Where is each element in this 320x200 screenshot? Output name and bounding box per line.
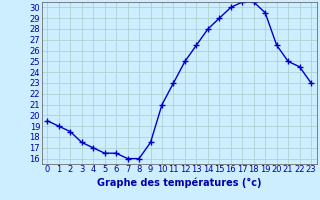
X-axis label: Graphe des températures (°c): Graphe des températures (°c) [97,177,261,188]
